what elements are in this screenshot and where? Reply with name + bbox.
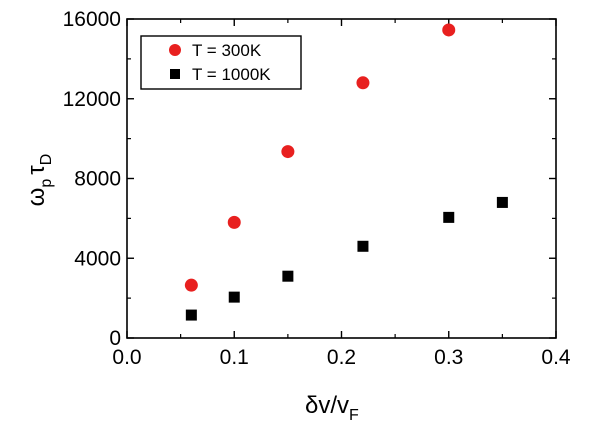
data-point-1000k [185,309,197,321]
y-tick-label: 12000 [63,88,121,111]
x-axis-title: δv/vF [305,392,359,424]
y-tick-label: 8000 [74,168,121,191]
x-tick-label: 0.3 [434,346,463,369]
data-point-1000k [443,211,455,223]
data-point-300k [281,145,295,159]
y-tick-label: 16000 [63,8,121,31]
y-axis-title-sub2: D [38,154,55,166]
data-point-300k [356,76,370,90]
x-tick-label: 0.2 [327,346,356,369]
legend: T = 300K T = 1000K [140,35,302,90]
legend-label-1000k: T = 1000K [192,65,271,84]
y-axis-title-sub1: p [38,179,55,188]
y-axis-ticks: 0 4000 8000 12000 16000 [63,8,556,350]
data-point-1000k [357,240,369,252]
x-axis-title-main: δv/v [305,392,349,419]
data-point-1000k [496,196,508,208]
legend-marker-1000k [170,69,180,79]
data-point-1000k [282,270,294,282]
x-tick-label: 0.0 [112,346,141,369]
y-axis-title: ωpτD [23,154,55,207]
y-tick-label: 4000 [74,247,121,270]
x-tick-label: 0.4 [541,346,571,369]
series-layer [184,23,508,321]
data-point-300k [227,215,241,229]
data-point-1000k [228,291,240,303]
legend-marker-300k [169,44,181,56]
y-axis-title-main1: ω [23,188,50,207]
x-tick-label: 0.1 [220,346,249,369]
x-axis-title-sub: F [349,407,359,424]
data-point-300k [442,23,456,37]
y-tick-label: 0 [109,327,121,350]
x-axis-ticks: 0.0 0.1 0.2 0.3 0.4 [112,19,571,369]
legend-box [140,35,302,90]
y-axis-title-main2: τ [23,165,50,175]
data-point-300k [184,278,198,292]
legend-label-300k: T = 300K [192,41,262,60]
